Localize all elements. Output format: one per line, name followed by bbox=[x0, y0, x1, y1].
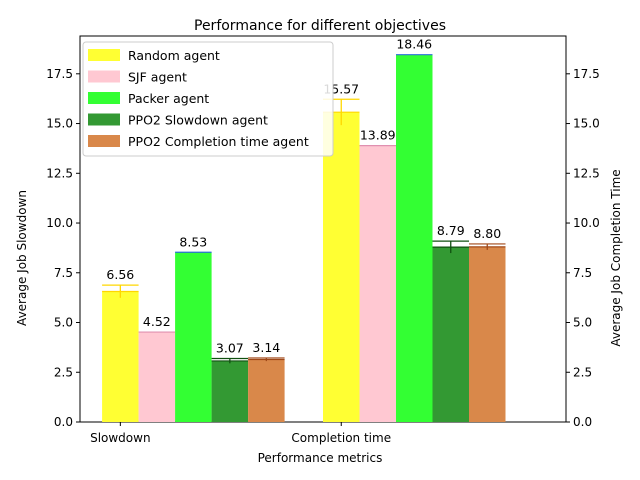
data-label: 4.52 bbox=[143, 314, 171, 329]
y-tick-label-right: 0.0 bbox=[573, 415, 592, 429]
legend-label: PPO2 Completion time agent bbox=[128, 134, 309, 149]
bar bbox=[323, 112, 360, 423]
bar bbox=[432, 247, 469, 422]
bar bbox=[396, 54, 433, 422]
plot-area: 0.0 0.0 2.5 2.5 5.0 5.0 7.5 7.5 10.0 10.0 12.5 12.5… bbox=[46, 35, 600, 445]
legend-label: SJF agent bbox=[128, 70, 187, 85]
legend: Random agent SJF agent Packer agent PPO2 Sl… bbox=[82, 41, 334, 157]
y-tick-label-left: 5.0 bbox=[54, 316, 73, 330]
data-label: 8.80 bbox=[473, 226, 501, 241]
y-tick-label-left: 15.0 bbox=[46, 117, 73, 131]
bar bbox=[138, 332, 176, 422]
legend-swatch bbox=[88, 70, 120, 83]
y-tick-label-left: 2.5 bbox=[54, 365, 73, 379]
data-label: 3.07 bbox=[216, 341, 244, 356]
x-tick-label: Completion time bbox=[291, 431, 391, 445]
legend-swatch bbox=[88, 113, 120, 126]
legend-swatch bbox=[88, 49, 120, 61]
y-axis-label-right: Average Job Completion Time bbox=[609, 169, 623, 346]
data-label: 8.53 bbox=[179, 234, 207, 249]
bar bbox=[359, 145, 396, 422]
y-tick-label-left: 17.5 bbox=[46, 67, 73, 81]
bar bbox=[102, 291, 139, 422]
legend-label: Random agent bbox=[128, 48, 220, 63]
data-label: 8.79 bbox=[437, 223, 465, 238]
legend-swatch bbox=[88, 135, 120, 147]
legend-label: Packer agent bbox=[128, 91, 209, 106]
y-tick-label-right: 2.5 bbox=[573, 365, 592, 379]
y-tick-label-right: 15.0 bbox=[573, 117, 600, 131]
data-label: 3.14 bbox=[252, 340, 280, 355]
y-tick-label-right: 17.5 bbox=[573, 67, 600, 81]
y-axis-label-left: Average Job Slowdown bbox=[15, 190, 29, 326]
data-label: 6.56 bbox=[106, 267, 134, 282]
chart-title: Performance for different objectives bbox=[194, 18, 446, 34]
y-tick-label-left: 12.5 bbox=[46, 166, 73, 180]
y-tick-label-right: 10.0 bbox=[573, 216, 600, 230]
legend-box bbox=[82, 41, 334, 157]
legend-label: PPO2 Slowdown agent bbox=[128, 113, 268, 128]
y-tick-label-left: 7.5 bbox=[54, 266, 73, 280]
data-label: 18.46 bbox=[396, 37, 432, 52]
bar bbox=[469, 246, 506, 422]
data-label: 13.89 bbox=[360, 128, 396, 143]
y-tick-label-right: 5.0 bbox=[573, 316, 592, 330]
bar bbox=[175, 252, 212, 422]
y-tick-label-right: 7.5 bbox=[573, 266, 592, 280]
x-axis-label: Performance metrics bbox=[258, 451, 383, 465]
bar bbox=[211, 360, 249, 422]
y-tick-label-right: 12.5 bbox=[573, 166, 600, 180]
bar bbox=[248, 359, 285, 422]
legend-swatch bbox=[88, 92, 120, 104]
y-tick-label-left: 0.0 bbox=[54, 415, 73, 429]
y-tick-label-left: 10.0 bbox=[46, 216, 73, 230]
x-tick-label: Slowdown bbox=[90, 431, 151, 445]
